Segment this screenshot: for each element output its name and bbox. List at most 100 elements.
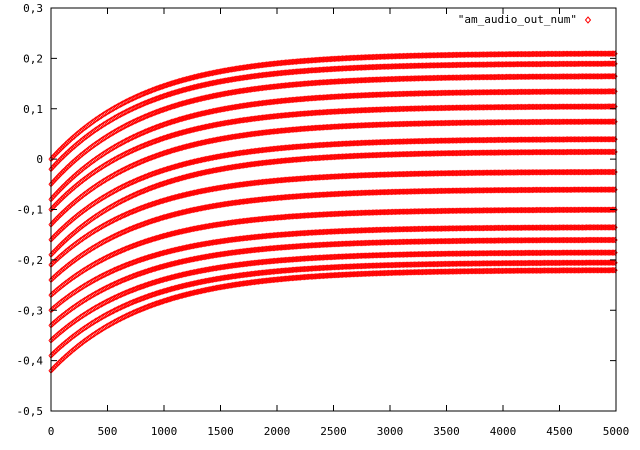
data-point	[152, 251, 158, 259]
data-points	[48, 50, 618, 374]
data-series-curve	[48, 118, 618, 228]
data-point	[144, 202, 150, 210]
data-series-curve	[48, 50, 618, 163]
data-point	[158, 167, 164, 175]
data-point	[159, 214, 165, 222]
data-point	[56, 243, 62, 250]
data-point	[163, 179, 169, 186]
data-point	[68, 175, 74, 183]
data-point	[173, 146, 179, 153]
data-point	[53, 200, 59, 208]
data-point	[151, 235, 157, 243]
data-point	[165, 81, 171, 89]
data-point	[158, 107, 164, 114]
data-point	[67, 136, 73, 144]
data-point	[64, 179, 70, 186]
data-point	[165, 178, 171, 186]
data-point	[159, 180, 165, 188]
data-point	[611, 168, 617, 176]
data-point	[181, 115, 187, 122]
data-point	[167, 178, 173, 185]
data-point	[143, 219, 149, 227]
data-point	[159, 150, 165, 158]
data-point	[63, 236, 69, 244]
data-point	[159, 106, 165, 114]
data-point	[140, 255, 146, 263]
data-point	[171, 146, 177, 154]
data-point	[57, 145, 64, 153]
data-point	[52, 161, 58, 169]
data-point	[53, 256, 59, 264]
data-point	[174, 117, 180, 124]
data-point	[64, 205, 70, 212]
data-point	[156, 94, 163, 101]
data-point	[146, 253, 152, 261]
data-point	[163, 149, 169, 156]
data-point	[152, 235, 158, 242]
data-point	[158, 198, 164, 205]
data-point	[51, 248, 57, 256]
data-point	[181, 174, 187, 181]
data-point	[169, 177, 175, 185]
data-point	[62, 223, 68, 230]
data-point	[70, 159, 76, 166]
data-point	[51, 259, 57, 266]
data-point	[611, 88, 617, 95]
data-point	[52, 191, 58, 199]
data-point	[66, 178, 72, 185]
data-point	[165, 91, 171, 99]
data-point	[68, 217, 74, 224]
data-point	[144, 219, 150, 226]
data-point	[175, 88, 182, 95]
data-point	[151, 200, 157, 207]
data-point	[163, 134, 169, 141]
data-point	[60, 209, 66, 216]
data-point	[59, 195, 65, 202]
data-point	[51, 163, 57, 170]
data-point	[59, 225, 65, 233]
data-point	[66, 138, 72, 145]
data-point	[169, 132, 175, 139]
data-point	[154, 216, 160, 223]
data-point	[71, 173, 77, 180]
data-point	[52, 176, 58, 184]
data-point	[173, 102, 179, 109]
data-point	[169, 118, 175, 126]
data-point	[179, 115, 186, 122]
data-point	[52, 217, 58, 224]
data-point	[66, 204, 72, 211]
data-point	[68, 186, 74, 194]
data-point	[165, 104, 171, 112]
data-point	[135, 257, 141, 265]
data-point	[611, 206, 617, 213]
data-point	[163, 105, 169, 112]
data-point	[155, 199, 161, 206]
data-series-curve	[48, 60, 618, 173]
data-series-curve	[48, 73, 618, 188]
data-point	[177, 77, 183, 85]
data-point	[162, 179, 168, 187]
data-point	[611, 186, 617, 193]
data-point	[169, 211, 175, 219]
data-point	[60, 224, 66, 231]
data-point	[178, 87, 184, 94]
data-point	[53, 230, 59, 238]
data-point	[152, 199, 158, 207]
data-point	[152, 169, 158, 177]
data-point	[158, 93, 164, 101]
data-point	[166, 81, 172, 88]
data-point	[156, 215, 163, 222]
data-point	[67, 176, 73, 184]
data-point	[173, 131, 179, 138]
data-point	[57, 196, 64, 204]
data-point	[611, 73, 617, 80]
data-point	[63, 180, 69, 188]
data-point	[151, 252, 157, 259]
data-point	[171, 102, 177, 110]
data-point	[177, 87, 183, 95]
data-point	[162, 134, 168, 142]
data-point	[66, 148, 72, 155]
data-point	[57, 155, 64, 163]
data-point	[59, 240, 65, 248]
data-point	[144, 254, 150, 261]
